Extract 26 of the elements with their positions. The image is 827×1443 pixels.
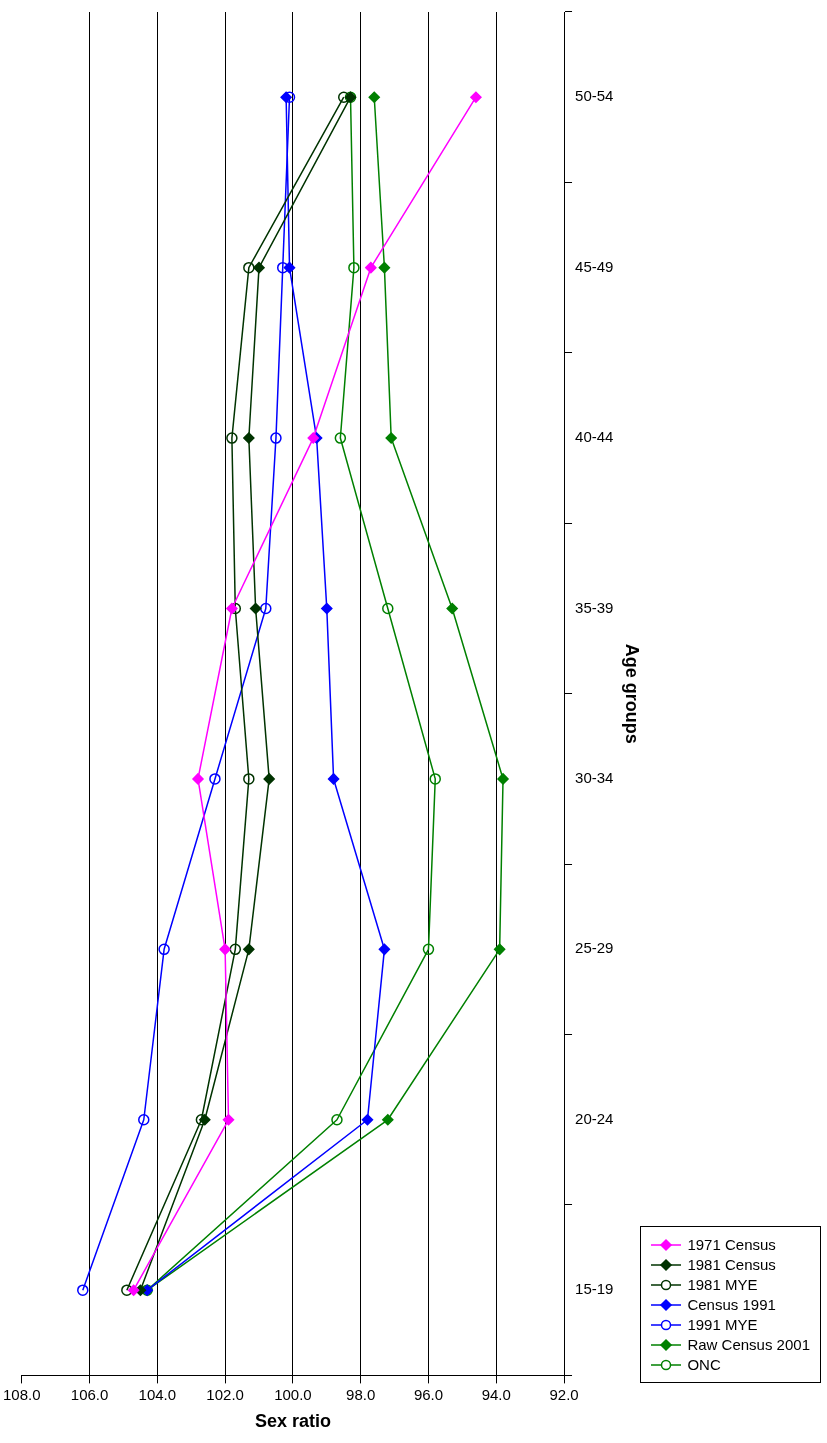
y-tick-label: 50-54 xyxy=(575,87,614,105)
legend-label: 1991 MYE xyxy=(687,1316,758,1333)
x-tick-label: 100.0 xyxy=(274,1385,312,1403)
x-tick-label: 92.0 xyxy=(549,1385,579,1403)
y-tick-label: 40-44 xyxy=(575,428,614,446)
y-tick-label: 35-39 xyxy=(575,598,614,616)
y-tick-label: 30-34 xyxy=(575,769,614,787)
x-tick-label: 94.0 xyxy=(481,1385,511,1403)
y-tick-label: 15-19 xyxy=(575,1280,614,1298)
x-tick-label: 102.0 xyxy=(206,1385,244,1403)
x-tick-label: 108.0 xyxy=(2,1385,41,1403)
y-tick-label: 25-29 xyxy=(575,939,614,957)
y-tick-label: 20-24 xyxy=(575,1109,614,1127)
y-axis-title: Age groups xyxy=(622,643,643,744)
legend-label: ONC xyxy=(687,1356,721,1373)
x-tick-label: 106.0 xyxy=(70,1385,109,1403)
legend-label: 1981 MYE xyxy=(687,1276,758,1293)
x-tick-label: 98.0 xyxy=(346,1385,376,1403)
legend-label: 1971 Census xyxy=(687,1236,776,1253)
legend-label: Raw Census 2001 xyxy=(687,1336,810,1353)
x-tick-label: 96.0 xyxy=(413,1385,444,1403)
legend-label: Census 1991 xyxy=(687,1296,776,1313)
legend-label: 1981 Census xyxy=(687,1256,776,1273)
y-tick-label: 45-49 xyxy=(575,257,614,275)
x-axis-title: Sex ratio xyxy=(254,1411,331,1432)
x-tick-label: 104.0 xyxy=(138,1385,177,1403)
